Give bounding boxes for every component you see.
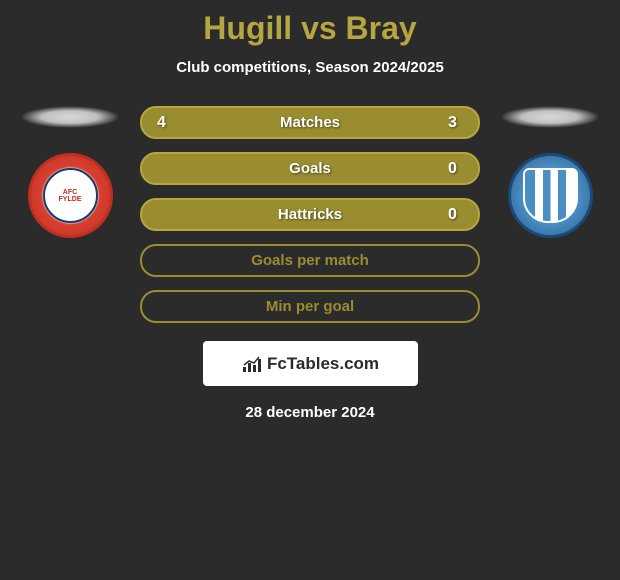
logo-text: FcTables.com [267, 354, 379, 374]
date-text: 28 december 2024 [0, 404, 620, 421]
stat-right-value: 0 [448, 206, 463, 224]
stat-right-value: 3 [448, 114, 463, 132]
player2-shadow [500, 106, 600, 128]
stat-right-value: 0 [448, 160, 463, 178]
stat-row-matches: 4 Matches 3 [140, 106, 480, 139]
stat-label: Matches [280, 114, 340, 131]
player2-badge-column [500, 106, 600, 238]
player1-badge-column: AFCFYLDE [20, 106, 120, 238]
stat-label: Min per goal [266, 298, 354, 315]
club-badge-right[interactable] [508, 153, 593, 238]
stat-row-min-per-goal: Min per goal [140, 290, 480, 323]
club-badge-left-inner: AFCFYLDE [43, 168, 98, 223]
page-title: Hugill vs Bray [0, 10, 620, 47]
stat-row-hattricks: Hattricks 0 [140, 198, 480, 231]
vs-text: vs [301, 10, 337, 46]
stat-label: Goals [289, 160, 331, 177]
subtitle: Club competitions, Season 2024/2025 [0, 59, 620, 76]
club-badge-right-inner [523, 168, 578, 223]
player1-shadow [20, 106, 120, 128]
chart-icon [241, 355, 263, 373]
stat-left-value: 4 [157, 114, 172, 132]
comparison-widget: Hugill vs Bray Club competitions, Season… [0, 0, 620, 421]
stats-column: 4 Matches 3 Goals 0 Hattricks 0 Goals pe… [140, 106, 480, 323]
stat-label: Hattricks [278, 206, 342, 223]
stat-label: Goals per match [251, 252, 369, 269]
fctables-logo[interactable]: FcTables.com [203, 341, 418, 386]
club-badge-left[interactable]: AFCFYLDE [28, 153, 113, 238]
stat-row-goals: Goals 0 [140, 152, 480, 185]
player1-name: Hugill [203, 10, 292, 46]
player2-name: Bray [346, 10, 417, 46]
stat-row-goals-per-match: Goals per match [140, 244, 480, 277]
main-comparison-area: AFCFYLDE 4 Matches 3 Goals 0 Hattricks 0… [0, 106, 620, 323]
